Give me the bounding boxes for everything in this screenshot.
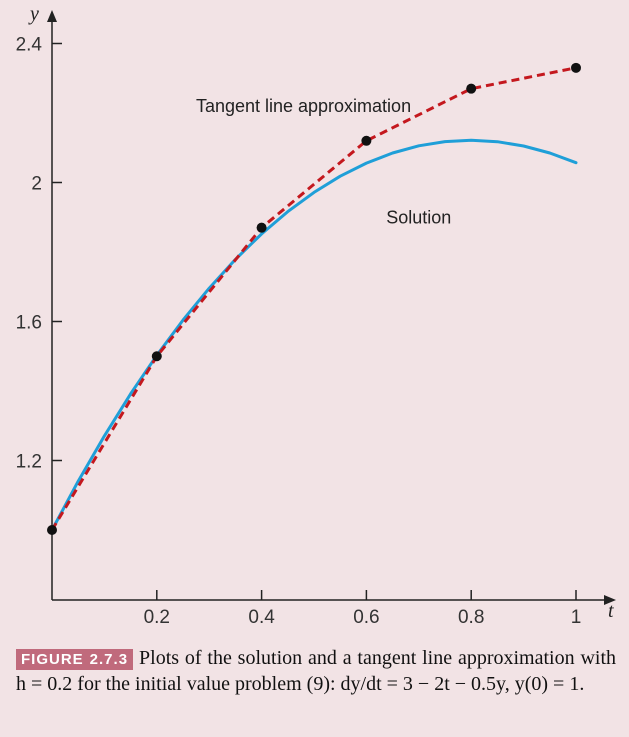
chart: 0.2 0.4 0.6 0.8 1 1.2 1.6 2 2.4 t y Tangent line ap… <box>16 3 616 628</box>
tangent-approximation-line <box>50 66 577 531</box>
y-axis-label: y <box>28 3 39 25</box>
x-tick-label: 0.4 <box>248 607 275 628</box>
annotation-solution: Solution <box>386 207 451 227</box>
approximation-point <box>151 351 162 362</box>
y-tick-label: 2.4 <box>16 35 43 56</box>
y-axis-arrow <box>47 10 57 22</box>
annotation-tangent: Tangent line approximation <box>196 96 411 116</box>
y-tick-label: 2 <box>31 174 42 195</box>
figure-caption: FIGURE 2.7.3 Plots of the solution and a … <box>16 646 616 696</box>
figure-label: FIGURE 2.7.3 <box>16 649 134 670</box>
x-axis-arrow <box>604 595 616 605</box>
x-tick-label: 0.8 <box>458 607 484 628</box>
x-tick-label: 0.6 <box>353 607 379 628</box>
solution-curve <box>50 138 578 532</box>
approximation-point <box>466 83 477 94</box>
y-tick-label: 1.6 <box>16 313 42 334</box>
approximation-point <box>571 62 581 73</box>
x-tick-label: 1 <box>571 607 582 628</box>
axes <box>47 10 616 605</box>
labels-layer: 0.2 0.4 0.6 0.8 1 1.2 1.6 2 2.4 t y Tangent line ap… <box>16 3 614 628</box>
x-axis-label: t <box>608 600 614 622</box>
y-tick-label: 1.2 <box>16 452 42 473</box>
x-tick-label: 0.2 <box>144 607 170 628</box>
approximation-point <box>256 222 267 233</box>
approximation-point <box>47 525 57 535</box>
series-layer <box>47 62 581 535</box>
approximation-point <box>361 135 372 146</box>
caption-text: Plots of the solution and a tangent line… <box>16 647 617 695</box>
